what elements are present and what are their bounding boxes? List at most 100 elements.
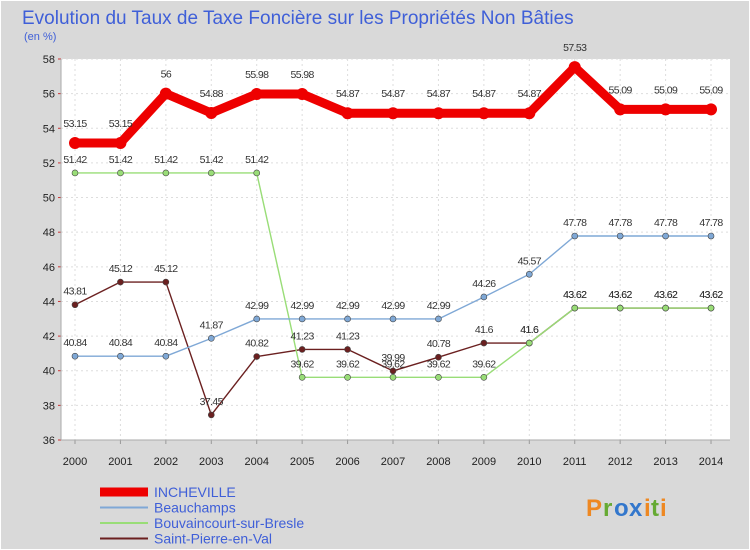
data-point [662, 304, 669, 312]
legend-label: Beauchamps [154, 500, 236, 516]
logo-letter: P [586, 495, 602, 522]
x-tick-label: 2011 [563, 456, 587, 468]
legend-label: INCHEVILLE [154, 484, 236, 500]
y-tick-label: 50 [43, 193, 55, 205]
data-point [253, 315, 261, 323]
data-label: 57.53 [563, 42, 587, 54]
data-point [344, 374, 351, 381]
data-point [71, 301, 79, 309]
x-tick-label: 2000 [63, 456, 87, 468]
data-point [253, 353, 261, 360]
data-point [162, 352, 170, 360]
y-tick-label: 44 [43, 296, 55, 308]
data-label: 51.42 [154, 154, 178, 166]
data-label: 43.62 [699, 289, 723, 301]
series-group [69, 61, 718, 419]
data-label: 41.23 [336, 330, 360, 342]
data-point [616, 232, 624, 240]
data-point [298, 374, 306, 381]
y-tick-label: 38 [43, 400, 55, 412]
x-tick-label: 2002 [154, 456, 178, 468]
data-point [71, 352, 79, 360]
x-tick-label: 2009 [472, 456, 496, 468]
data-label: 40.82 [245, 338, 269, 350]
data-point [659, 103, 672, 116]
data-label: 37.45 [200, 396, 224, 408]
data-point [298, 315, 306, 323]
data-label: 47.78 [654, 217, 678, 229]
logo-letter: i [644, 495, 651, 522]
data-label: 42.99 [245, 300, 269, 312]
data-point [296, 87, 309, 100]
data-label: 43.81 [63, 286, 87, 298]
data-label: 39.62 [427, 358, 451, 370]
data-label: 43.62 [699, 289, 723, 301]
data-label: 45.57 [518, 255, 542, 267]
logo-letter: o [614, 495, 629, 522]
data-label: 55.09 [654, 84, 678, 96]
data-label: 54.87 [518, 88, 542, 100]
data-point [162, 169, 170, 177]
data-point [389, 367, 397, 375]
data-point [525, 270, 533, 278]
data-label: 40.78 [427, 338, 451, 350]
data-point [250, 87, 263, 100]
data-point [705, 103, 718, 116]
data-label: 39.62 [472, 358, 496, 370]
data-label: 51.42 [200, 154, 224, 166]
data-label: 40.84 [109, 337, 133, 349]
data-label: 51.42 [63, 154, 87, 166]
data-point [205, 107, 218, 120]
data-point [387, 107, 400, 120]
data-label: 43.62 [654, 289, 678, 301]
data-label: 53.15 [109, 118, 133, 130]
data-label: 43.62 [563, 289, 587, 301]
y-tick-label: 40 [43, 366, 55, 378]
x-tick-label: 2012 [608, 456, 632, 468]
data-point [614, 103, 627, 116]
data-label: 54.88 [200, 88, 224, 100]
y-tick-label: 58 [43, 54, 55, 66]
data-label: 42.99 [336, 300, 360, 312]
legend-label: Bouvaincourt-sur-Bresle [154, 515, 304, 531]
data-point [344, 315, 351, 323]
data-label: 54.87 [336, 88, 360, 100]
chart-subtitle: (en %) [24, 31, 56, 43]
data-label: 55.98 [291, 69, 315, 81]
data-point [207, 169, 215, 177]
data-label: 56 [161, 69, 172, 81]
x-tick-label: 2004 [244, 456, 268, 468]
data-point [207, 411, 215, 419]
data-label: 41.87 [200, 319, 224, 331]
data-label: 51.42 [109, 154, 133, 166]
data-point [253, 169, 261, 177]
data-point [71, 169, 79, 177]
x-tick-label: 2003 [199, 456, 223, 468]
logo-letter: t [651, 495, 659, 522]
data-label: 44.26 [472, 278, 496, 290]
data-label: 42.99 [427, 300, 451, 312]
x-tick-label: 2006 [335, 456, 359, 468]
y-tick-label: 54 [43, 123, 55, 135]
data-point [525, 339, 533, 347]
data-point [662, 232, 669, 240]
x-tick-label: 2010 [517, 456, 541, 468]
data-label: 41.23 [291, 330, 315, 342]
data-point [707, 232, 715, 240]
x-tick-label: 2008 [426, 456, 450, 468]
data-label: 47.78 [699, 217, 723, 229]
data-label: 54.87 [472, 88, 496, 100]
y-tick-label: 48 [43, 227, 55, 239]
data-point [568, 61, 581, 74]
x-tick-label: 2005 [290, 456, 314, 468]
legend: INCHEVILLEBeauchampsBouvaincourt-sur-Bre… [100, 484, 304, 547]
axes: 36 38 40 42 44 46 48 50 52 54 56 58 2000 2001 2002 2003… [43, 54, 730, 468]
data-point [707, 304, 715, 312]
data-label: 39.62 [291, 358, 315, 370]
data-point [114, 136, 127, 149]
data-label: 42.99 [291, 300, 315, 312]
data-label: 47.78 [563, 217, 587, 229]
x-tick-label: 2013 [653, 456, 677, 468]
